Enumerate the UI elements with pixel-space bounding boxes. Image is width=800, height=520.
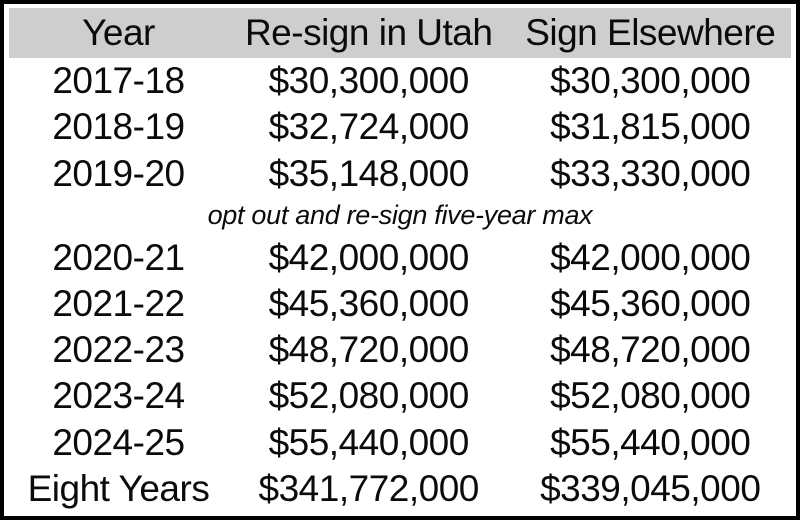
table-row-2017-18: 2017-18 $30,300,000 $30,300,000 <box>9 58 791 104</box>
table-row-2020-21: 2020-21 $42,000,000 $42,000,000 <box>9 235 791 281</box>
header-year: Year <box>82 12 155 53</box>
elsewhere-cell: $45,360,000 <box>550 283 751 325</box>
table-row-2018-19: 2018-19 $32,724,000 $31,815,000 <box>9 104 791 150</box>
header-row: Year Re-sign in Utah Sign Elsewhere <box>9 8 791 58</box>
year-cell: 2019-20 <box>52 152 185 194</box>
resign-cell: $55,440,000 <box>268 421 470 463</box>
table-row-total: Eight Years $341,772,000 $339,045,000 <box>9 466 791 512</box>
table-row-2023-24: 2023-24 $52,080,000 $52,080,000 <box>9 373 791 419</box>
year-cell: 2024-25 <box>52 421 185 463</box>
elsewhere-cell: $52,080,000 <box>550 375 751 417</box>
elsewhere-cell: $33,330,000 <box>550 152 751 194</box>
elsewhere-cell: $42,000,000 <box>550 236 751 278</box>
year-cell: 2018-19 <box>52 106 185 148</box>
resign-cell: $45,360,000 <box>268 283 470 325</box>
header-resign-in-utah: Re-sign in Utah <box>244 12 493 53</box>
salary-comparison-table: Year Re-sign in Utah Sign Elsewhere 2017… <box>9 8 791 512</box>
elsewhere-cell: $31,815,000 <box>550 106 751 148</box>
total-label-cell: Eight Years <box>27 467 210 509</box>
total-resign-cell: $341,772,000 <box>258 467 480 509</box>
year-cell: 2023-24 <box>52 375 185 417</box>
table-row-2021-22: 2021-22 $45,360,000 $45,360,000 <box>9 281 791 327</box>
table-row-2019-20: 2019-20 $35,148,000 $33,330,000 <box>9 150 791 196</box>
resign-cell: $30,300,000 <box>268 60 470 102</box>
opt-out-note: opt out and re-sign five-year max <box>207 200 593 231</box>
elsewhere-cell: $30,300,000 <box>550 60 751 102</box>
header-sign-elsewhere: Sign Elsewhere <box>525 12 776 53</box>
year-cell: 2020-21 <box>52 236 185 278</box>
total-elsewhere-cell: $339,045,000 <box>540 467 761 509</box>
year-cell: 2022-23 <box>52 329 185 371</box>
table-row-2022-23: 2022-23 $48,720,000 $48,720,000 <box>9 327 791 373</box>
resign-cell: $32,724,000 <box>268 106 470 148</box>
resign-cell: $52,080,000 <box>268 375 470 417</box>
elsewhere-cell: $48,720,000 <box>550 329 751 371</box>
elsewhere-cell: $55,440,000 <box>550 421 751 463</box>
table-row-2024-25: 2024-25 $55,440,000 $55,440,000 <box>9 420 791 466</box>
year-cell: 2017-18 <box>52 60 185 102</box>
opt-out-note-row: opt out and re-sign five-year max <box>9 197 791 235</box>
year-cell: 2021-22 <box>52 283 185 325</box>
resign-cell: $42,000,000 <box>268 236 470 278</box>
resign-cell: $48,720,000 <box>268 329 470 371</box>
resign-cell: $35,148,000 <box>268 152 470 194</box>
